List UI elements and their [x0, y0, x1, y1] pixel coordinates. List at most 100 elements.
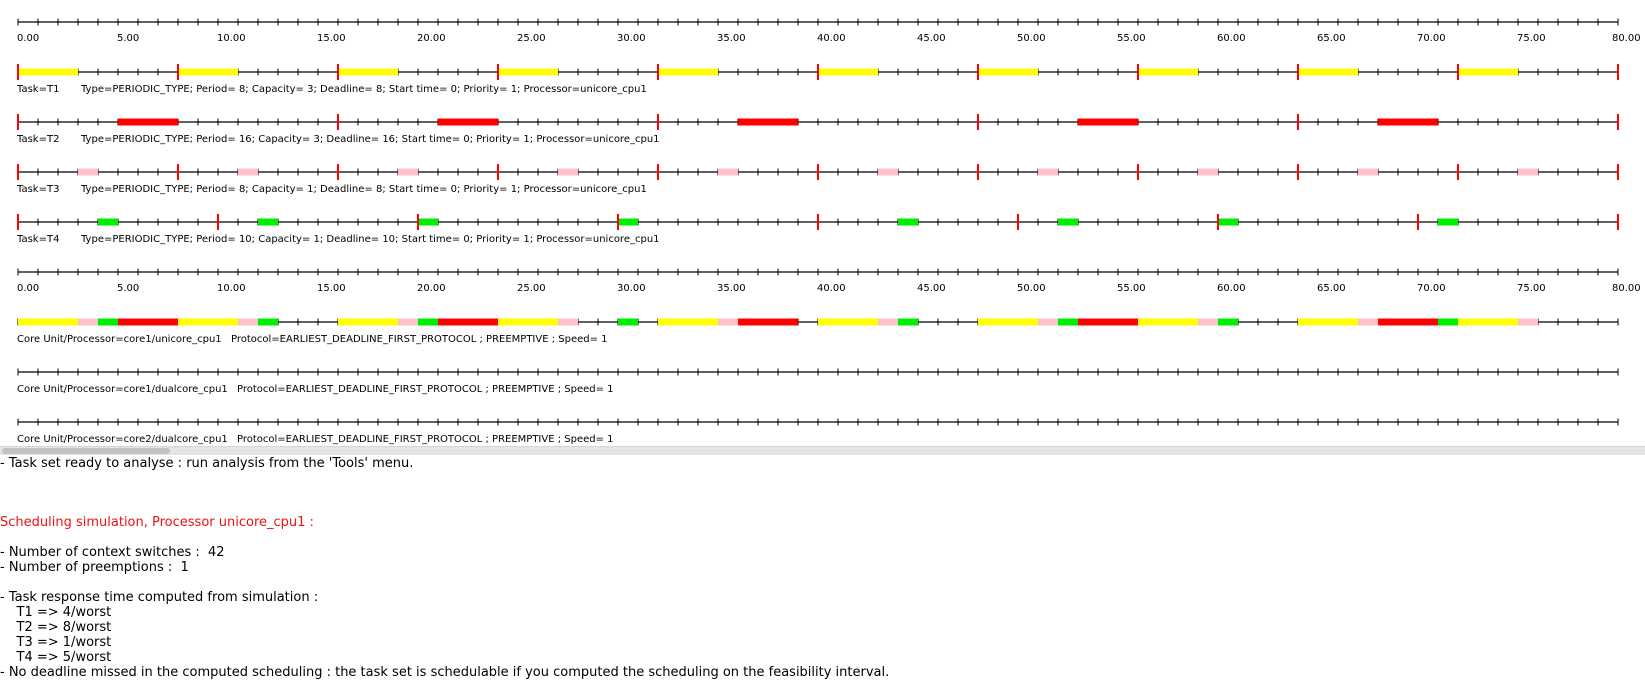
task-t1-execution-bar	[498, 68, 558, 76]
axis-tick-label: 25.00	[517, 33, 546, 44]
processor-1-schedule-bar	[118, 318, 178, 326]
task-t2-execution-bar	[118, 118, 178, 126]
axis-tick-label: 60.00	[1217, 33, 1246, 44]
task-t4-execution-bar	[1438, 218, 1458, 226]
task-t3-execution-bar	[558, 168, 578, 176]
processor-1-schedule-bar	[1058, 318, 1078, 326]
processor-1-schedule-bar	[438, 318, 498, 326]
processor-1-schedule-bar	[738, 318, 798, 326]
processor-1-schedule-bar	[718, 318, 738, 326]
processor-1-schedule-bar	[978, 318, 1038, 326]
axis-tick-label: 10.00	[217, 33, 246, 44]
axis-tick-label: 80.00	[1612, 33, 1641, 44]
processor-1-schedule-bar	[1458, 318, 1518, 326]
processor-1-schedule-bar	[1298, 318, 1358, 326]
task-t3-execution-bar	[1038, 168, 1058, 176]
console-response-t1: T1 => 4/worst	[0, 605, 112, 620]
processor-1-schedule-bar	[398, 318, 418, 326]
processor-1-schedule-bar	[98, 318, 118, 326]
task-t4-label: Task=T4	[16, 234, 59, 245]
axis-tick-label: 45.00	[917, 283, 946, 294]
task-t3-execution-bar	[398, 168, 418, 176]
task-t4-execution-bar	[1218, 218, 1238, 226]
horizontal-scrollbar[interactable]	[0, 446, 1645, 455]
axis-tick-label: 0.00	[17, 33, 39, 44]
task-t4-execution-bar	[898, 218, 918, 226]
task-t1-execution-bar	[18, 68, 78, 76]
processor-1-schedule-bar	[1218, 318, 1238, 326]
task-t2-execution-bar	[1078, 118, 1138, 126]
processor-1-protocol: Protocol=EARLIEST_DEADLINE_FIRST_PROTOCO…	[231, 334, 608, 345]
axis-tick-label: 15.00	[317, 283, 346, 294]
task-t2-execution-bar	[738, 118, 798, 126]
task-t3-execution-bar	[78, 168, 98, 176]
analysis-console: - Task set ready to analyse : run analys…	[0, 455, 1645, 698]
task-t2-info: Type=PERIODIC_TYPE; Period= 16; Capacity…	[80, 134, 660, 145]
processor-1-schedule-bar	[498, 318, 558, 326]
task-t2-execution-bar	[1378, 118, 1438, 126]
processor-1-schedule-bar	[1518, 318, 1538, 326]
axis-tick-label: 65.00	[1317, 283, 1346, 294]
console-preemptions: - Number of preemptions : 1	[0, 560, 189, 575]
axis-tick-label: 55.00	[1117, 33, 1146, 44]
axis-tick-label: 50.00	[1017, 33, 1046, 44]
axis-tick-label: 70.00	[1417, 33, 1446, 44]
console-simulation-heading: Scheduling simulation, Processor unicore…	[0, 515, 314, 530]
axis-tick-label: 80.00	[1612, 283, 1641, 294]
console-context-switches: - Number of context switches : 42	[0, 545, 225, 560]
task-t4-execution-bar	[618, 218, 638, 226]
axis-tick-label: 10.00	[217, 283, 246, 294]
processor-1-schedule-bar	[818, 318, 878, 326]
task-t3-label: Task=T3	[16, 184, 59, 195]
task-t1-execution-bar	[338, 68, 398, 76]
task-t1-execution-bar	[1138, 68, 1198, 76]
task-t1-label: Task=T1	[16, 84, 59, 95]
axis-tick-label: 75.00	[1517, 33, 1546, 44]
task-t4-execution-bar	[258, 218, 278, 226]
processor-1-schedule-bar	[878, 318, 898, 326]
axis-tick-label: 25.00	[517, 283, 546, 294]
task-t3-info: Type=PERIODIC_TYPE; Period= 8; Capacity=…	[80, 184, 647, 195]
processor-1-schedule-bar	[1078, 318, 1138, 326]
console-response-t3: T3 => 1/worst	[0, 635, 112, 650]
task-t3-execution-bar	[1518, 168, 1538, 176]
processor-1-schedule-bar	[18, 318, 78, 326]
processor-1-label: Core Unit/Processor=core1/unicore_cpu1	[17, 334, 222, 345]
axis-tick-label: 40.00	[817, 283, 846, 294]
task-t1-info: Type=PERIODIC_TYPE; Period= 8; Capacity=…	[80, 84, 647, 95]
console-response-t4: T4 => 5/worst	[0, 650, 112, 665]
processor-3-label: Core Unit/Processor=core2/dualcore_cpu1	[17, 434, 228, 445]
console-response-heading: - Task response time computed from simul…	[0, 590, 319, 605]
axis-tick-label: 15.00	[317, 33, 346, 44]
axis-tick-label: 45.00	[917, 33, 946, 44]
processor-1-schedule-bar	[558, 318, 578, 326]
processor-1-schedule-bar	[258, 318, 278, 326]
console-deadline-message: - No deadline missed in the computed sch…	[0, 665, 890, 680]
scheduling-timeline-panel: 0.00 5.00 10.00 15.00 20.00 25.00 30.00 35.00 40…	[16, 18, 1641, 445]
axis-tick-label: 50.00	[1017, 283, 1046, 294]
task-t3-execution-bar	[718, 168, 738, 176]
axis-tick-label: 30.00	[617, 283, 646, 294]
task-t4-execution-bar	[1058, 218, 1078, 226]
horizontal-scrollbar-thumb[interactable]	[2, 448, 170, 454]
processor-1-schedule-bar	[1438, 318, 1458, 326]
axis-tick-label: 20.00	[417, 283, 446, 294]
scheduling-timeline: 0.00 5.00 10.00 15.00 20.00 25.00 30.00 35.00 40…	[16, 18, 1641, 445]
processor-2-label: Core Unit/Processor=core1/dualcore_cpu1	[17, 384, 228, 395]
task-t1-execution-bar	[818, 68, 878, 76]
task-t1-execution-bar	[658, 68, 718, 76]
processor-1-schedule-bar	[1378, 318, 1438, 326]
task-t3-execution-bar	[1198, 168, 1218, 176]
processor-1-schedule-bar	[1198, 318, 1218, 326]
processor-1-schedule-bar	[1358, 318, 1378, 326]
axis-tick-label: 0.00	[17, 283, 39, 294]
axis-tick-label: 5.00	[117, 283, 139, 294]
axis-tick-label: 55.00	[1117, 283, 1146, 294]
processor-1-schedule-bar	[1038, 318, 1058, 326]
processor-1-schedule-bar	[178, 318, 238, 326]
console-response-t2: T2 => 8/worst	[0, 620, 112, 635]
processor-1-schedule-bar	[418, 318, 438, 326]
axis-tick-label: 20.00	[417, 33, 446, 44]
axis-tick-label: 40.00	[817, 33, 846, 44]
task-t2-label: Task=T2	[16, 134, 59, 145]
